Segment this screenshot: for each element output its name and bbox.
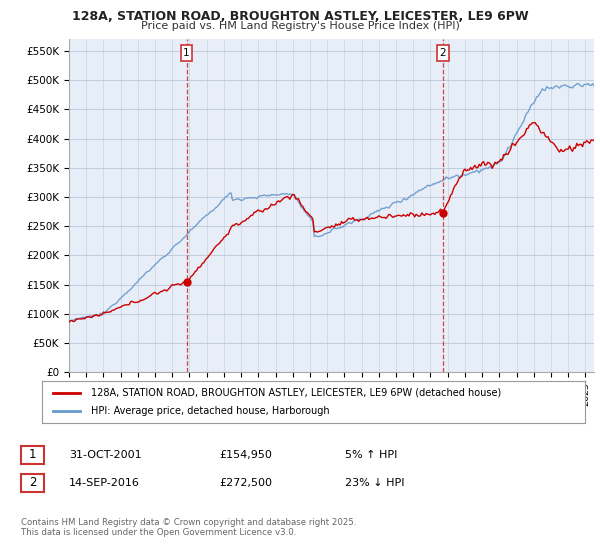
Text: £154,950: £154,950 bbox=[219, 450, 272, 460]
Text: 5% ↑ HPI: 5% ↑ HPI bbox=[345, 450, 397, 460]
Text: 128A, STATION ROAD, BROUGHTON ASTLEY, LEICESTER, LE9 6PW (detached house): 128A, STATION ROAD, BROUGHTON ASTLEY, LE… bbox=[91, 388, 501, 398]
Text: 2: 2 bbox=[29, 476, 36, 489]
Text: Price paid vs. HM Land Registry's House Price Index (HPI): Price paid vs. HM Land Registry's House … bbox=[140, 21, 460, 31]
Text: 2: 2 bbox=[439, 48, 446, 58]
Text: 14-SEP-2016: 14-SEP-2016 bbox=[69, 478, 140, 488]
Text: 23% ↓ HPI: 23% ↓ HPI bbox=[345, 478, 404, 488]
Text: HPI: Average price, detached house, Harborough: HPI: Average price, detached house, Harb… bbox=[91, 406, 329, 416]
Text: 1: 1 bbox=[29, 448, 36, 461]
Text: 128A, STATION ROAD, BROUGHTON ASTLEY, LEICESTER, LE9 6PW: 128A, STATION ROAD, BROUGHTON ASTLEY, LE… bbox=[71, 10, 529, 23]
Text: £272,500: £272,500 bbox=[219, 478, 272, 488]
Text: 1: 1 bbox=[183, 48, 190, 58]
Text: 31-OCT-2001: 31-OCT-2001 bbox=[69, 450, 142, 460]
Text: Contains HM Land Registry data © Crown copyright and database right 2025.
This d: Contains HM Land Registry data © Crown c… bbox=[21, 518, 356, 538]
